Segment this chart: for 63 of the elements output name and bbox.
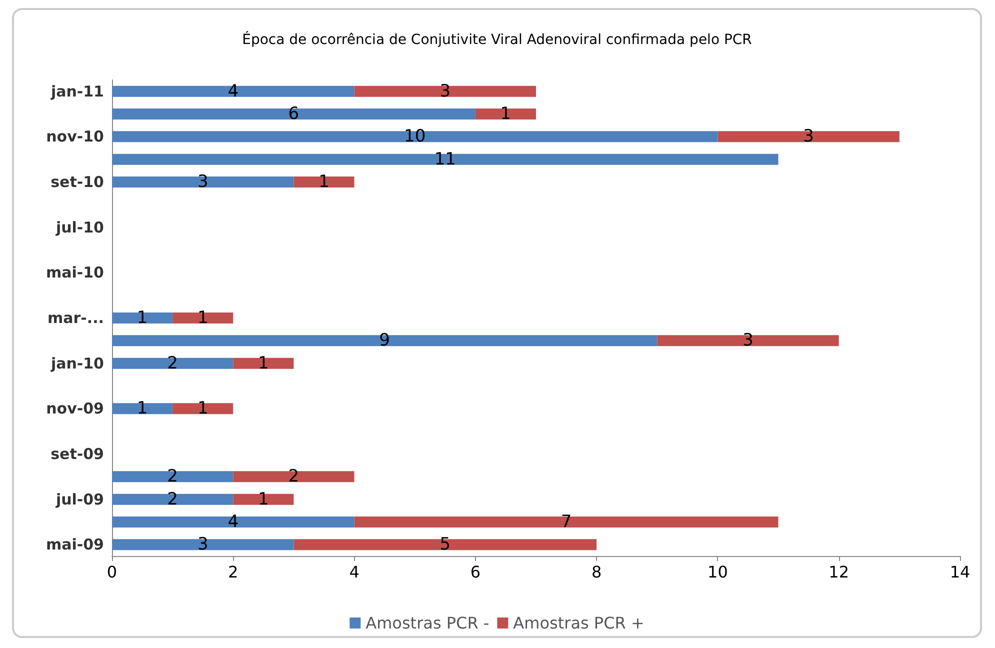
- data-label: 1: [136, 308, 148, 328]
- y-tick-label: nov-09: [46, 400, 104, 418]
- y-tick-label: nov-10: [46, 128, 104, 146]
- data-label: 3: [197, 172, 208, 192]
- legend-label: Amostras PCR -: [366, 614, 490, 632]
- data-label: 1: [258, 489, 269, 510]
- bar: [172, 403, 234, 414]
- chart-title: Época de ocorrência de Conjutivite Viral Adenoviral confirmada pelo PCR: [242, 31, 752, 48]
- bar: [172, 312, 234, 324]
- bar: [112, 403, 173, 414]
- data-label: 1: [258, 353, 269, 374]
- bar: [112, 86, 354, 97]
- data-label: 7: [560, 512, 572, 532]
- bar: [112, 494, 234, 505]
- data-label: 3: [440, 81, 451, 102]
- data-label: 2: [167, 489, 178, 510]
- x-tick-label: 0: [106, 562, 118, 582]
- data-label: 4: [228, 512, 239, 532]
- y-tick-label: mai-10: [46, 264, 104, 282]
- data-label: 9: [379, 330, 390, 351]
- bar: [112, 154, 778, 165]
- bar: [233, 358, 294, 369]
- bar: [112, 312, 173, 324]
- y-tick-label: set-10: [50, 173, 104, 191]
- data-label: 10: [404, 126, 426, 147]
- data-label: 4: [228, 81, 239, 102]
- data-label: 1: [197, 398, 208, 419]
- x-tick-label: 2: [228, 562, 238, 582]
- y-tick-label: jan-10: [50, 354, 104, 372]
- bar: [112, 358, 234, 369]
- legend-label: Amostras PCR +: [513, 614, 644, 632]
- bar: [354, 516, 778, 528]
- data-label: 2: [167, 466, 178, 487]
- bar: [112, 516, 354, 528]
- data-label: 2: [288, 466, 300, 487]
- data-label: 3: [197, 534, 208, 555]
- bar: [354, 86, 536, 97]
- y-tick-label: jul-10: [54, 218, 104, 236]
- x-tick-label: 10: [708, 562, 728, 582]
- y-tick-label: mar-...: [48, 309, 104, 327]
- y-tick-label: set-09: [50, 445, 104, 463]
- data-label: 1: [318, 172, 330, 192]
- bar: [233, 494, 294, 505]
- y-tick-label: jul-09: [54, 490, 104, 508]
- data-label: 1: [136, 398, 148, 419]
- x-tick-label: 6: [470, 562, 481, 582]
- data-label: 5: [440, 534, 451, 555]
- x-tick-label: 12: [828, 562, 850, 582]
- bar: [294, 176, 354, 188]
- data-label: 3: [803, 126, 814, 147]
- x-tick-label: 14: [950, 562, 970, 582]
- x-tick-label: 4: [349, 562, 360, 582]
- bar: [475, 108, 536, 120]
- data-label: 6: [288, 104, 300, 124]
- data-label: 11: [434, 149, 456, 170]
- data-label: 1: [500, 104, 512, 124]
- y-tick-label: mai-09: [46, 536, 104, 554]
- y-tick-label: jan-11: [50, 82, 104, 100]
- data-label: 2: [167, 353, 178, 374]
- data-label: 3: [742, 330, 754, 351]
- x-tick-label: 8: [591, 562, 602, 582]
- bar: [294, 539, 597, 550]
- data-label: 1: [197, 308, 208, 328]
